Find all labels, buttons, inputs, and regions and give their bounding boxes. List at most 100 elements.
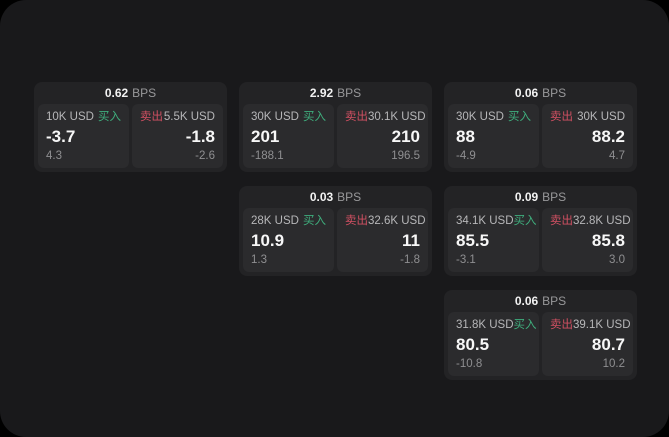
buy-amount: 10K USD xyxy=(46,111,94,123)
buy-cell[interactable]: 31.8K USD 买入 80.5 -10.8 xyxy=(448,312,539,376)
buy-amount: 28K USD xyxy=(251,215,299,227)
sell-cell[interactable]: 卖出 32.8K USD 85.8 3.0 xyxy=(542,208,633,272)
sell-price: -1.8 xyxy=(185,126,215,146)
buy-amount: 34.1K USD xyxy=(456,215,514,227)
buy-amount: 31.8K USD xyxy=(456,319,514,331)
quote-cells: 30K USD 买入 88 -4.9 卖出 30K USD 88.2 4.7 xyxy=(444,104,637,172)
buy-cell[interactable]: 34.1K USD 买入 85.5 -3.1 xyxy=(448,208,539,272)
quote-cells: 31.8K USD 买入 80.5 -10.8 卖出 39.1K USD 80.… xyxy=(444,312,637,380)
buy-delta: 1.3 xyxy=(251,254,267,266)
quote-card[interactable]: 2.92 BPS 30K USD 买入 201 -188.1 卖出 30.1K … xyxy=(239,82,432,172)
sell-price: 85.8 xyxy=(591,230,625,250)
buy-side-label: 买入 xyxy=(303,215,326,227)
sell-cell-top: 卖出 39.1K USD xyxy=(550,319,631,331)
bps-unit-label: BPS xyxy=(542,190,567,204)
quote-cells: 28K USD 买入 10.9 1.3 卖出 32.6K USD 11 -1.8 xyxy=(239,208,432,276)
quote-card[interactable]: 0.03 BPS 28K USD 买入 10.9 1.3 卖出 32.6K US… xyxy=(239,186,432,276)
sell-amount: 39.1K USD xyxy=(573,319,631,331)
quote-cells: 30K USD 买入 201 -188.1 卖出 30.1K USD 210 1… xyxy=(239,104,432,172)
bps-unit-label: BPS xyxy=(542,86,567,100)
buy-side-label: 买入 xyxy=(303,111,326,123)
sell-side-label: 卖出 xyxy=(550,215,573,227)
buy-delta: -4.9 xyxy=(456,150,476,162)
buy-price: -3.7 xyxy=(46,126,76,146)
sell-amount: 30.1K USD xyxy=(368,111,426,123)
sell-side-label: 卖出 xyxy=(550,111,573,123)
sell-amount: 5.5K USD xyxy=(163,111,215,123)
buy-amount: 30K USD xyxy=(251,111,299,123)
buy-amount: 30K USD xyxy=(456,111,504,123)
sell-delta: 10.2 xyxy=(602,358,625,370)
sell-delta: -2.6 xyxy=(195,150,215,162)
buy-side-label: 买入 xyxy=(513,319,537,331)
quote-card[interactable]: 0.09 BPS 34.1K USD 买入 85.5 -3.1 卖出 32.8K… xyxy=(444,186,637,276)
buy-cell-top: 30K USD 买入 xyxy=(251,111,326,123)
buy-cell[interactable]: 28K USD 买入 10.9 1.3 xyxy=(243,208,334,272)
buy-cell[interactable]: 10K USD 买入 -3.7 4.3 xyxy=(38,104,129,168)
bps-unit-label: BPS xyxy=(337,86,362,100)
bps-header: 0.06 BPS xyxy=(444,82,637,104)
sell-cell-top: 卖出 32.6K USD xyxy=(345,215,426,227)
bps-value: 0.03 xyxy=(309,190,334,204)
buy-side-label: 买入 xyxy=(98,111,121,123)
sell-cell[interactable]: 卖出 30K USD 88.2 4.7 xyxy=(542,104,633,168)
sell-price: 80.7 xyxy=(591,334,625,354)
buy-cell-top: 34.1K USD 买入 xyxy=(456,215,537,227)
quote-card-grid: 0.62 BPS 10K USD 买入 -3.7 4.3 卖出 5.5K USD… xyxy=(34,82,637,380)
buy-cell[interactable]: 30K USD 买入 201 -188.1 xyxy=(243,104,334,168)
sell-delta: 4.7 xyxy=(609,150,625,162)
buy-cell[interactable]: 30K USD 买入 88 -4.9 xyxy=(448,104,539,168)
sell-delta: 196.5 xyxy=(391,150,420,162)
buy-price: 10.9 xyxy=(251,230,285,250)
sell-side-label: 卖出 xyxy=(345,111,368,123)
bps-value: 0.09 xyxy=(514,190,539,204)
buy-side-label: 买入 xyxy=(508,111,531,123)
buy-cell-top: 31.8K USD 买入 xyxy=(456,319,537,331)
sell-price: 11 xyxy=(402,230,420,250)
bps-header: 0.09 BPS xyxy=(444,186,637,208)
sell-delta: 3.0 xyxy=(609,254,625,266)
bps-header: 0.06 BPS xyxy=(444,290,637,312)
buy-delta: -188.1 xyxy=(251,150,284,162)
sell-price: 88.2 xyxy=(591,126,625,146)
sell-side-label: 卖出 xyxy=(550,319,573,331)
bps-unit-label: BPS xyxy=(542,294,567,308)
sell-amount: 32.6K USD xyxy=(368,215,426,227)
sell-amount: 32.8K USD xyxy=(573,215,631,227)
quote-cells: 34.1K USD 买入 85.5 -3.1 卖出 32.8K USD 85.8… xyxy=(444,208,637,276)
sell-side-label: 卖出 xyxy=(345,215,368,227)
sell-side-label: 卖出 xyxy=(140,111,163,123)
sell-delta: -1.8 xyxy=(400,254,420,266)
bps-unit-label: BPS xyxy=(132,86,157,100)
buy-side-label: 买入 xyxy=(513,215,537,227)
sell-cell-top: 卖出 5.5K USD xyxy=(140,111,215,123)
bps-unit-label: BPS xyxy=(337,190,362,204)
bps-header: 2.92 BPS xyxy=(239,82,432,104)
buy-delta: -3.1 xyxy=(456,254,476,266)
buy-cell-top: 28K USD 买入 xyxy=(251,215,326,227)
sell-cell-top: 卖出 30K USD xyxy=(550,111,625,123)
bps-value: 0.06 xyxy=(514,86,539,100)
bps-value: 0.62 xyxy=(104,86,129,100)
sell-cell-top: 卖出 30.1K USD xyxy=(345,111,426,123)
quote-card[interactable]: 0.06 BPS 31.8K USD 买入 80.5 -10.8 卖出 39.1… xyxy=(444,290,637,380)
bps-value: 0.06 xyxy=(514,294,539,308)
bps-value: 2.92 xyxy=(309,86,334,100)
buy-price: 85.5 xyxy=(456,230,490,250)
buy-price: 88 xyxy=(456,126,475,146)
sell-cell[interactable]: 卖出 39.1K USD 80.7 10.2 xyxy=(542,312,633,376)
sell-price: 210 xyxy=(391,126,420,146)
sell-cell[interactable]: 卖出 32.6K USD 11 -1.8 xyxy=(337,208,428,272)
quote-card[interactable]: 0.62 BPS 10K USD 买入 -3.7 4.3 卖出 5.5K USD… xyxy=(34,82,227,172)
quote-cells: 10K USD 买入 -3.7 4.3 卖出 5.5K USD -1.8 -2.… xyxy=(34,104,227,172)
sell-cell[interactable]: 卖出 5.5K USD -1.8 -2.6 xyxy=(132,104,223,168)
buy-cell-top: 30K USD 买入 xyxy=(456,111,531,123)
buy-delta: -10.8 xyxy=(456,358,483,370)
sell-amount: 30K USD xyxy=(577,111,625,123)
quote-card[interactable]: 0.06 BPS 30K USD 买入 88 -4.9 卖出 30K USD 8… xyxy=(444,82,637,172)
bps-header: 0.62 BPS xyxy=(34,82,227,104)
buy-cell-top: 10K USD 买入 xyxy=(46,111,121,123)
sell-cell[interactable]: 卖出 30.1K USD 210 196.5 xyxy=(337,104,428,168)
buy-price: 80.5 xyxy=(456,334,490,354)
buy-price: 201 xyxy=(251,126,280,146)
